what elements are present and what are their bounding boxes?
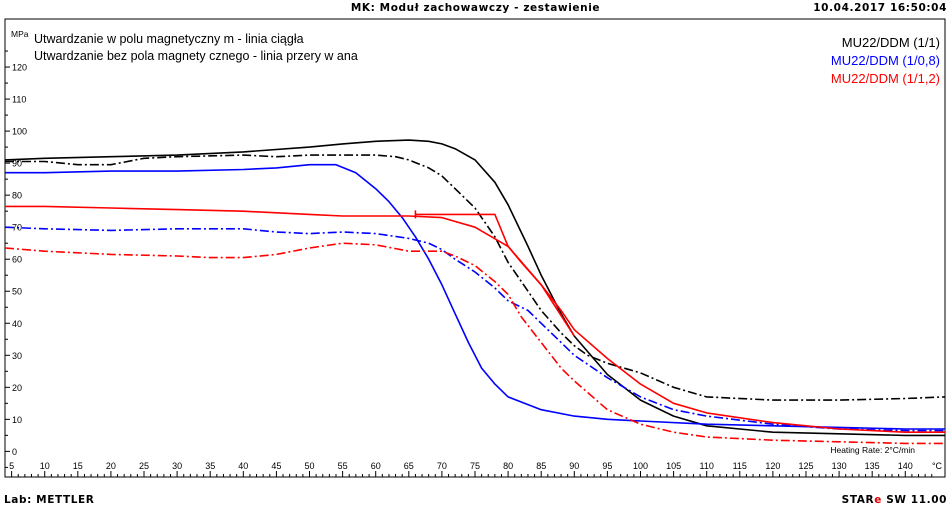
series-line bbox=[5, 163, 945, 430]
heating-rate-note: Heating Rate: 2°C/min bbox=[830, 445, 915, 455]
x-tick-label: 90 bbox=[569, 461, 579, 471]
y-unit-label: MPa bbox=[11, 29, 29, 39]
x-tick-label: 20 bbox=[106, 461, 116, 471]
series-line bbox=[4, 139, 945, 437]
x-tick-label: 120 bbox=[765, 461, 780, 471]
legend-entry: MU22/DDM (1/1) bbox=[842, 35, 940, 50]
x-tick-label: 45 bbox=[271, 461, 281, 471]
brand-mark: e bbox=[874, 494, 882, 506]
legend-entry: MU22/DDM (1/1,2) bbox=[831, 71, 940, 86]
x-tick-label: 50 bbox=[304, 461, 314, 471]
y-tick-label: 50 bbox=[12, 287, 22, 297]
y-tick-label: 80 bbox=[12, 191, 22, 201]
y-tick-label: 70 bbox=[12, 223, 22, 233]
x-tick-label: 130 bbox=[832, 461, 847, 471]
y-tick-label: 90 bbox=[12, 159, 22, 169]
x-tick-label: 100 bbox=[633, 461, 648, 471]
series-line bbox=[4, 226, 945, 432]
brand-name: STAR bbox=[841, 494, 875, 506]
x-tick-label: 85 bbox=[536, 461, 546, 471]
x-tick-label: 25 bbox=[139, 461, 149, 471]
y-tick-label: 110 bbox=[12, 95, 26, 105]
x-tick-label: 10 bbox=[40, 461, 50, 471]
y-tick-label: 120 bbox=[12, 63, 27, 73]
plot-frame bbox=[4, 18, 946, 478]
annotation-text: Utwardzanie w polu magnetyczny m - linia… bbox=[34, 32, 304, 46]
y-tick-label: 30 bbox=[12, 351, 22, 361]
y-tick-label: 100 bbox=[12, 127, 27, 137]
x-tick-label: 110 bbox=[700, 461, 714, 471]
series-line bbox=[4, 242, 945, 445]
x-tick-label: 40 bbox=[238, 461, 248, 471]
y-tick-label: 0 bbox=[12, 447, 17, 457]
x-tick-label: 55 bbox=[338, 461, 348, 471]
x-tick-label: 70 bbox=[437, 461, 447, 471]
chart-title: MK: Moduł zachowawczy - zestawienie bbox=[350, 2, 601, 14]
x-tick-label: 125 bbox=[798, 461, 813, 471]
x-tick-label: 65 bbox=[404, 461, 414, 471]
x-tick-label: 80 bbox=[503, 461, 513, 471]
series-line bbox=[5, 154, 946, 401]
x-tick-label: 140 bbox=[898, 461, 913, 471]
y-tick-label: 20 bbox=[12, 383, 22, 393]
version-number: SW 11.00 bbox=[886, 494, 947, 506]
y-tick-label: 40 bbox=[12, 319, 22, 329]
y-tick-label: 10 bbox=[12, 415, 22, 425]
legend-entry: MU22/DDM (1/0,8) bbox=[831, 53, 940, 68]
x-tick-label: 115 bbox=[733, 461, 747, 471]
timestamp: 10.04.2017 16:50:04 bbox=[813, 2, 947, 14]
x-tick-label: 135 bbox=[865, 461, 880, 471]
x-unit-label: °C bbox=[932, 461, 943, 471]
x-tick-label: 30 bbox=[172, 461, 182, 471]
y-tick-label: 60 bbox=[12, 255, 22, 265]
x-tick-label: 15 bbox=[73, 461, 83, 471]
annotation-text: Utwardzanie bez pola magnety cznego - li… bbox=[34, 49, 358, 63]
lab-label: Lab: METTLER bbox=[4, 494, 95, 506]
x-tick-label: 5 bbox=[9, 461, 14, 471]
x-tick-label: 35 bbox=[205, 461, 215, 471]
x-tick-label: 105 bbox=[666, 461, 681, 471]
x-tick-label: 95 bbox=[602, 461, 612, 471]
series-line bbox=[415, 213, 575, 337]
x-tick-label: 75 bbox=[470, 461, 480, 471]
software-version: STARe SW 11.00 bbox=[842, 494, 947, 506]
x-tick-label: 60 bbox=[371, 461, 381, 471]
series-line bbox=[5, 205, 945, 434]
